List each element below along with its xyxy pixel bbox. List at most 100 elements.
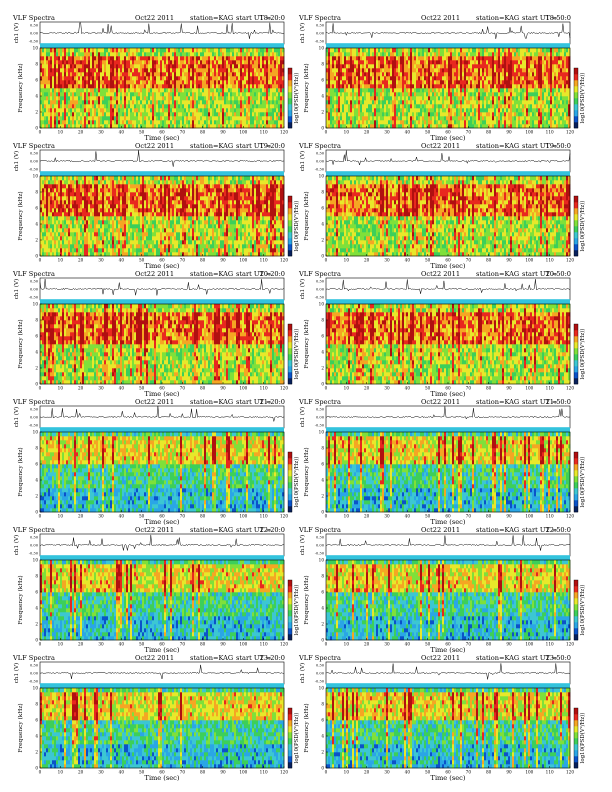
spectrogram-cell [518,48,521,53]
spectrogram-cell [464,104,467,109]
spectrogram-cell [62,48,65,53]
spectrogram-cell [84,72,87,77]
spectrogram-cell [272,84,275,89]
spectrogram-cell [462,124,465,129]
spectrogram-cell [374,80,377,85]
spectrogram-cell [368,64,371,69]
spectrogram-cell [174,92,177,97]
spectrogram-cell [40,56,43,61]
spectrogram-cell [270,116,273,121]
spectrogram-cell [228,56,231,61]
spectrogram-cell [548,104,551,109]
spectrogram-cell [334,76,337,81]
spectrogram-cell [72,76,75,81]
spectrogram-cell [360,64,363,69]
spectrogram-cell [444,56,447,61]
spectrogram-cell [174,116,177,121]
spectrogram-cell [220,56,223,61]
spectrogram-cell [248,100,251,105]
spectrogram-cell [212,120,215,125]
spectrogram-cell [548,68,551,73]
spectrogram-cell [250,76,253,81]
spectrogram-cell [272,48,275,53]
spectrogram-cell [442,116,445,121]
spectrogram-cell [268,60,271,65]
spectrogram-cell [438,88,441,93]
spectrogram-cell [410,80,413,85]
spectrogram-cell [414,96,417,101]
spectrogram-cell [130,112,133,117]
spectrogram-cell [426,84,429,89]
spectrogram-cell [276,76,279,81]
spectrogram-cell [238,108,241,113]
spectrogram-cell [414,92,417,97]
y-tick-label: 4 [321,94,324,99]
spectrogram-cell [366,72,369,77]
spectrogram-cell [550,60,553,65]
spectrogram-cell [442,52,445,57]
spectrogram [326,43,571,129]
spectrogram-cell [492,92,495,97]
spectrogram-cell [376,80,379,85]
spectrogram-cell [266,108,269,113]
spectrogram-cell [494,88,497,93]
spectrogram-cell [568,64,571,69]
spectrogram-cell [422,104,425,109]
spectrogram-cell [48,104,51,109]
spectrogram-cell [174,104,177,109]
y-tick-label: 2 [35,110,38,115]
spectrogram-cell [438,104,441,109]
spectrogram-cell [482,64,485,69]
spectrogram-cell [360,60,363,65]
spectrogram-cell [564,52,567,57]
spectrogram-cell [184,84,187,89]
spectrogram-cell [454,56,457,61]
spectrogram-cell [444,108,447,113]
spectrogram-cell [560,60,563,65]
spectrogram-cell [218,60,221,65]
spectrogram-cell [270,72,273,77]
spectrogram-cell [42,92,45,97]
spectrogram-cell [558,88,561,93]
spectrogram-cell [424,72,427,77]
spectrogram-cell [250,108,253,113]
spectrogram-cell [406,92,409,97]
spectrogram-cell [268,72,271,77]
spectrogram-cell [46,92,49,97]
spectrogram-cell [456,76,459,81]
spectrogram-cell [420,96,423,101]
spectrogram-cell [424,100,427,105]
spectrogram-cell [278,92,281,97]
spectrogram-cell [258,52,261,57]
spectrogram-cell [352,120,355,125]
spectrogram-cell [132,100,135,105]
spectrogram-cell [64,76,67,81]
spectrogram-cell [126,68,129,73]
spectrogram-cell [154,68,157,73]
spectrogram-cell [440,76,443,81]
spectrogram-cell [462,52,465,57]
spectrogram-cell [256,116,259,121]
spectrogram-cell [326,120,329,125]
spectrogram-cell [560,112,563,117]
spectrogram-cell [448,104,451,109]
spectrogram-cell [340,80,343,85]
spectrogram-cell [92,108,95,113]
spectrogram-cell [166,108,169,113]
spectrogram-cell [118,96,121,101]
spectrogram-cell [40,84,43,89]
spectrogram-cell [238,112,241,117]
spectrogram-cell [412,56,415,61]
spectrogram-cell [202,72,205,77]
spectrogram-cell [276,116,279,121]
spectrogram-cell [522,76,525,81]
spectrogram-cell [264,124,267,129]
spectrogram-cell [490,48,493,53]
spectrogram-cell [442,108,445,113]
spectrogram-cell [388,112,391,117]
spectrogram-cell [566,116,569,121]
spectrogram-cell [486,80,489,85]
spectrogram-cell [372,56,375,61]
spectrogram-cell [406,80,409,85]
spectrogram-cell [146,104,149,109]
